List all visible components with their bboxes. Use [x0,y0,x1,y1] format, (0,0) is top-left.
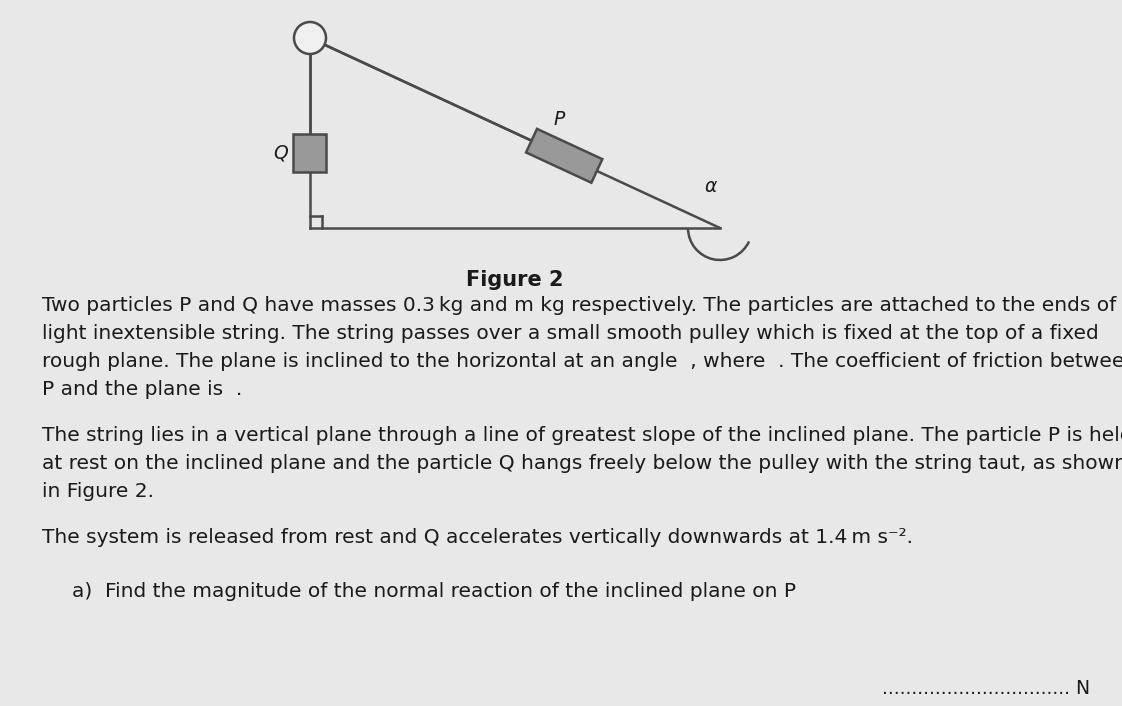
Text: Q: Q [273,144,287,163]
Text: ................................ N: ................................ N [882,679,1089,698]
Text: P and the plane is  .: P and the plane is . [42,380,242,399]
Text: light inextensible string. The string passes over a small smooth pulley which is: light inextensible string. The string pa… [42,324,1098,343]
FancyBboxPatch shape [294,134,327,172]
Text: α: α [705,177,717,196]
Text: rough plane. The plane is inclined to the horizontal at an angle  , where  . The: rough plane. The plane is inclined to th… [42,352,1122,371]
Text: a)  Find the magnitude of the normal reaction of the inclined plane on P: a) Find the magnitude of the normal reac… [72,582,797,601]
Text: The system is released from rest and Q accelerates vertically downwards at 1.4 m: The system is released from rest and Q a… [42,528,913,547]
Text: in Figure 2.: in Figure 2. [42,482,154,501]
Text: Two particles P and Q have masses 0.3 kg and m kg respectively. The particles ar: Two particles P and Q have masses 0.3 kg… [42,296,1122,315]
Circle shape [294,22,327,54]
Text: P: P [553,110,564,128]
Text: The string lies in a vertical plane through a line of greatest slope of the incl: The string lies in a vertical plane thro… [42,426,1122,445]
Text: Figure 2: Figure 2 [467,270,563,290]
Text: at rest on the inclined plane and the particle Q hangs freely below the pulley w: at rest on the inclined plane and the pa… [42,454,1122,473]
Polygon shape [526,129,603,183]
